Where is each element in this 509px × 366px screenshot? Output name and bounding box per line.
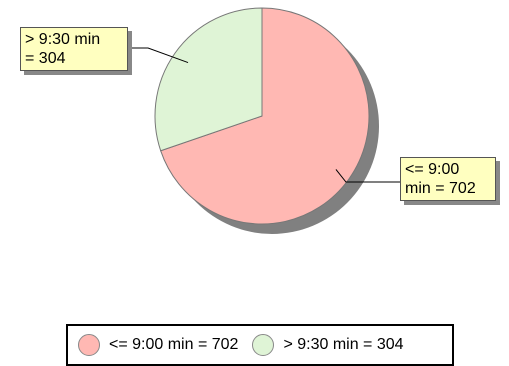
slice-callout-le-9-00: <= 9:00 min = 702 [400, 157, 496, 201]
legend-label-le-9-00: <= 9:00 min = 702 [109, 336, 239, 353]
legend-swatch-gt-9-30 [252, 334, 275, 356]
pie-slice-1 [154, 7, 263, 152]
legend-item-gt-9-30: > 9:30 min = 304 [252, 334, 404, 356]
leader-line-0 [335, 169, 400, 183]
leader-line-1 [130, 47, 189, 64]
pie-slice-0 [160, 7, 370, 225]
slice-callout-gt-9-30: > 9:30 min = 304 [20, 27, 128, 71]
legend-item-le-9-00: <= 9:00 min = 702 [78, 334, 238, 356]
legend-label-gt-9-30: > 9:30 min = 304 [283, 336, 404, 353]
legend-swatch-le-9-00 [78, 334, 100, 356]
chart-legend: <= 9:00 min = 702 > 9:30 min = 304 [66, 324, 454, 366]
